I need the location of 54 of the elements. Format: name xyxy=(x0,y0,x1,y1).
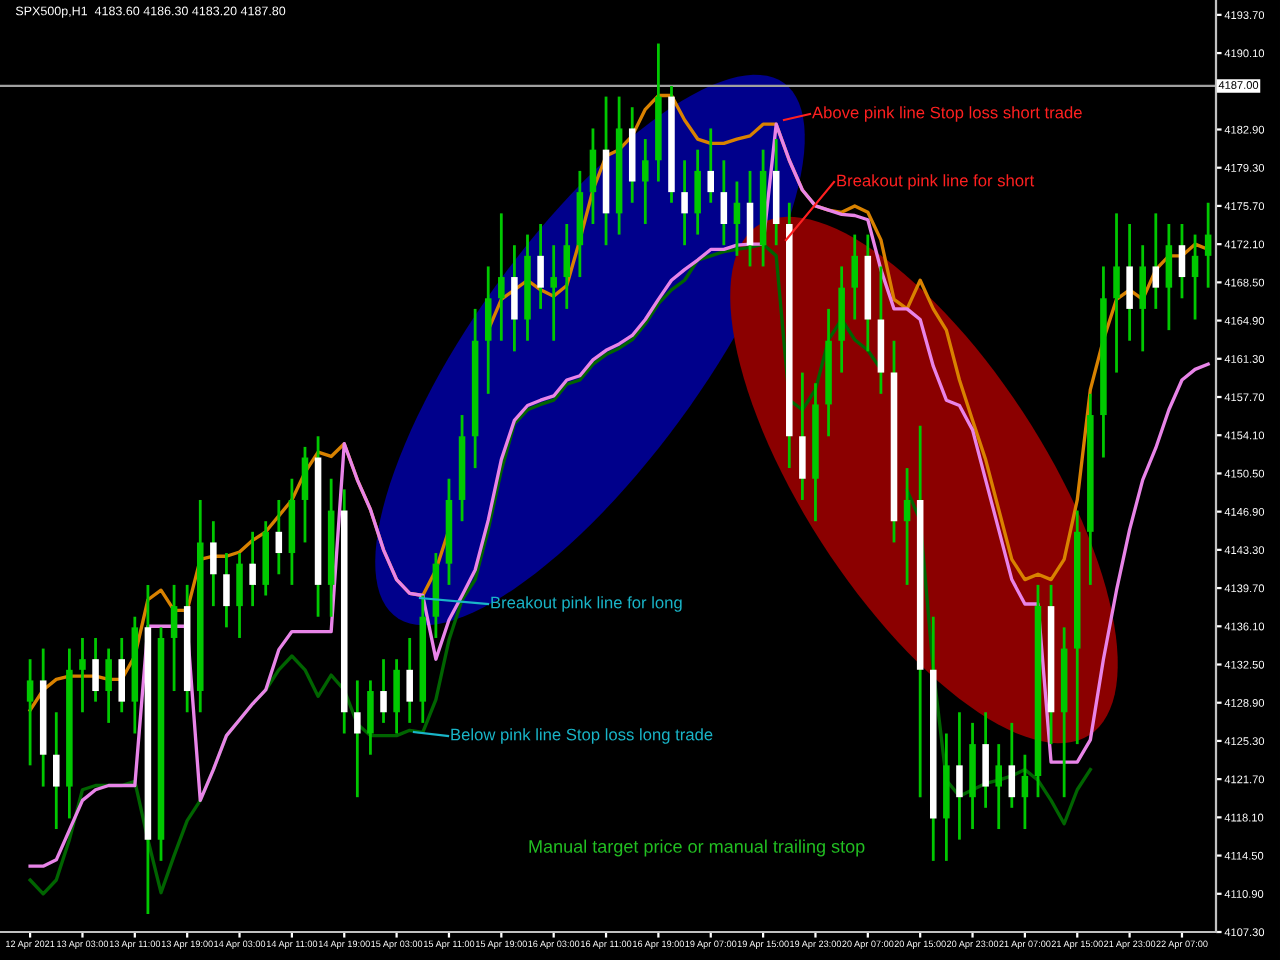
annotation: Above pink line Stop loss short trade xyxy=(812,106,1082,122)
candlestick xyxy=(681,158,688,247)
candlestick xyxy=(1178,222,1186,300)
annotation: Below pink line Stop loss long trade xyxy=(451,728,713,744)
candlestick xyxy=(484,265,492,396)
candlestick xyxy=(498,211,505,343)
candlestick xyxy=(1165,222,1173,332)
candlestick xyxy=(982,710,989,810)
candlestick xyxy=(1008,721,1016,810)
candlestick xyxy=(995,742,1002,831)
annotation: Manual target price or manual trailing stop xyxy=(529,839,865,857)
candlestick xyxy=(1204,201,1212,290)
candlestick xyxy=(92,636,99,704)
line-series xyxy=(28,122,1210,868)
candlestick xyxy=(236,551,243,640)
candlestick xyxy=(53,710,60,831)
candlestick xyxy=(1113,211,1120,374)
annotation: Breakout pink line for long xyxy=(491,596,682,612)
candlestick xyxy=(589,127,597,226)
annotation: Breakout pink line for short xyxy=(837,174,1035,190)
candlestick xyxy=(367,679,374,757)
candlestick xyxy=(380,657,387,725)
candlestick xyxy=(563,222,571,311)
candlestick xyxy=(223,551,230,629)
candlestick xyxy=(26,657,34,767)
candlestick xyxy=(1191,233,1199,321)
candlestick xyxy=(550,243,557,343)
candlestick xyxy=(707,127,715,205)
candlestick xyxy=(393,657,400,735)
candlestick xyxy=(537,222,544,311)
candlestick xyxy=(851,233,859,321)
candlestick xyxy=(1126,222,1133,343)
candlestick xyxy=(210,519,217,608)
candlestick xyxy=(694,148,701,236)
candlestick xyxy=(746,169,754,268)
candlestick xyxy=(406,636,413,725)
candlestick xyxy=(118,636,125,714)
candlestick xyxy=(354,679,361,799)
candlestick xyxy=(733,180,741,258)
candlestick xyxy=(720,158,728,247)
candlestick xyxy=(1021,753,1029,831)
candlestick xyxy=(956,710,963,842)
candlestick xyxy=(903,466,911,587)
candlestick xyxy=(511,243,518,353)
candlestick xyxy=(170,583,178,693)
candlestick xyxy=(79,636,86,714)
candlestick xyxy=(642,137,649,226)
candlestick xyxy=(105,647,112,725)
candlestick xyxy=(249,530,256,608)
candlestick xyxy=(275,498,283,576)
candlestick xyxy=(1139,243,1146,353)
candlestick xyxy=(301,445,309,544)
candlestick xyxy=(799,371,806,502)
candlestick xyxy=(1152,211,1160,311)
